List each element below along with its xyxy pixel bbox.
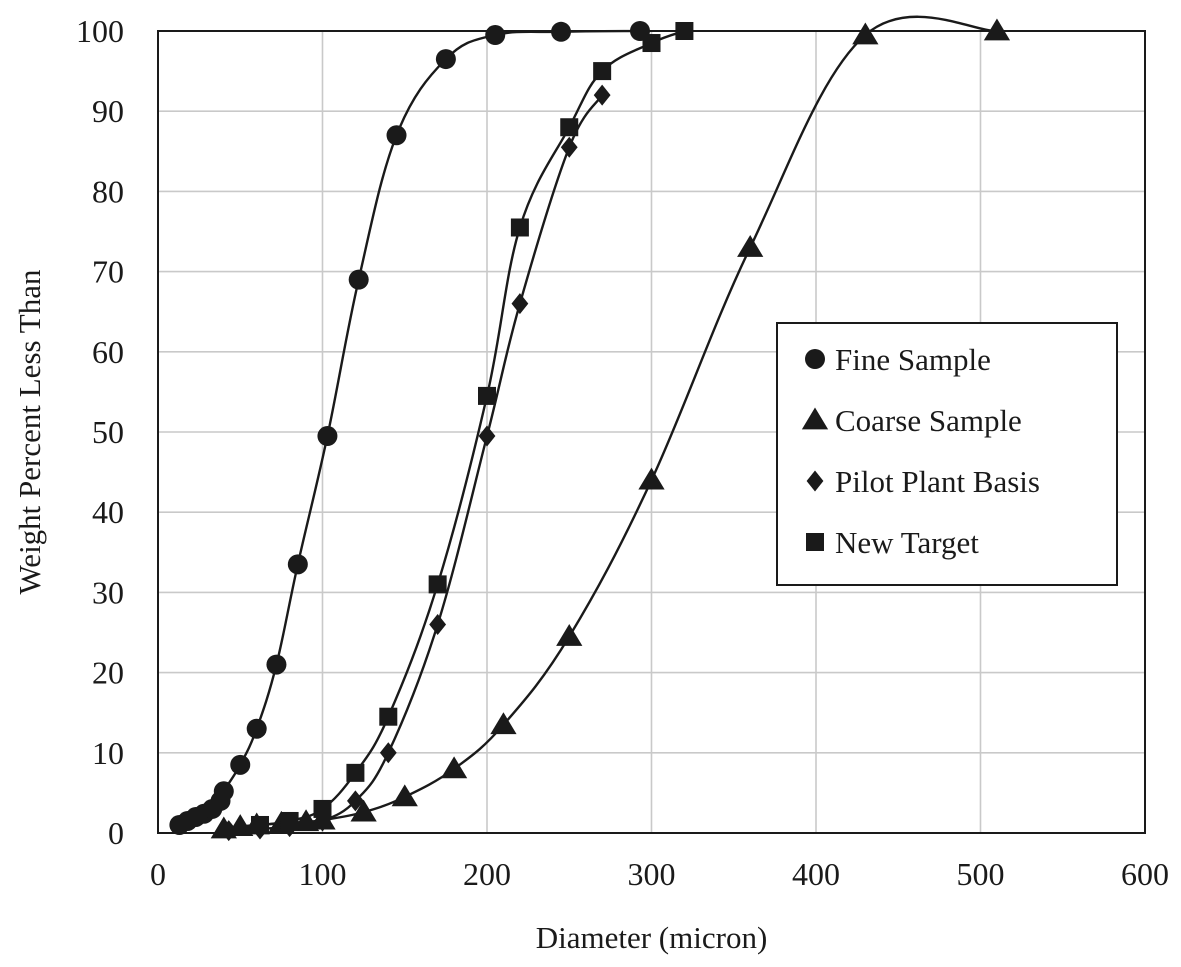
data-point-fine-sample <box>386 125 407 146</box>
data-point-fine-sample <box>213 781 234 802</box>
legend-item-new-target: New Target <box>806 525 979 560</box>
y-tick-label: 60 <box>92 334 124 370</box>
data-point-coarse-sample <box>490 712 517 735</box>
series-fine-sample <box>169 21 650 835</box>
data-point-pilot-plant-basis <box>429 613 447 635</box>
data-point-pilot-plant-basis <box>560 136 578 158</box>
data-point-new-target <box>593 62 612 81</box>
legend-marker-coarse-sample <box>801 407 829 430</box>
data-point-coarse-sample <box>737 235 764 257</box>
data-point-fine-sample <box>246 718 267 739</box>
data-point-new-target <box>642 34 661 53</box>
x-tick-label: 100 <box>299 856 347 892</box>
data-point-fine-sample <box>287 554 308 575</box>
data-point-coarse-sample <box>391 784 418 807</box>
x-tick-label: 600 <box>1121 856 1169 892</box>
data-point-new-target <box>379 707 398 726</box>
legend-item-pilot-plant-basis: Pilot Plant Basis <box>806 464 1040 499</box>
data-point-pilot-plant-basis <box>593 84 611 106</box>
x-tick-label: 500 <box>957 856 1005 892</box>
data-point-new-target <box>250 815 269 834</box>
series-new-target <box>250 22 694 834</box>
tick-labels: 0 100 200 300 400 500 600 0 10 20 30 40 50 60 70 80 90 10… <box>76 13 1169 892</box>
data-point-new-target <box>280 811 299 830</box>
legend: Fine Sample Coarse Sample Pilot Plant Basi… <box>776 322 1118 586</box>
y-tick-label: 90 <box>92 93 124 129</box>
legend-item-fine-sample: Fine Sample <box>805 342 991 377</box>
legend-label-pilot-plant-basis: Pilot Plant Basis <box>835 464 1040 499</box>
legend-label-fine-sample: Fine Sample <box>835 342 991 377</box>
series-line-pilot-plant-basis <box>228 94 604 832</box>
y-axis-title: Weight Percent Less Than <box>12 269 47 594</box>
data-point-pilot-plant-basis <box>511 293 529 315</box>
data-point-new-target <box>478 386 496 405</box>
data-point-coarse-sample <box>852 22 879 45</box>
data-point-new-target <box>313 799 332 818</box>
data-point-fine-sample <box>551 21 572 42</box>
data-point-coarse-sample <box>440 756 468 779</box>
data-point-pilot-plant-basis <box>379 742 397 764</box>
data-point-pilot-plant-basis <box>478 425 496 447</box>
x-tick-label: 0 <box>150 856 166 892</box>
data-point-fine-sample <box>230 754 251 775</box>
data-point-fine-sample <box>348 269 369 290</box>
x-tick-label: 200 <box>463 856 511 892</box>
data-point-new-target <box>675 22 694 40</box>
y-tick-label: 20 <box>92 655 124 691</box>
data-point-coarse-sample <box>350 799 377 822</box>
y-tick-label: 0 <box>108 815 124 851</box>
data-point-pilot-plant-basis <box>314 810 331 832</box>
data-point-new-target <box>346 763 365 782</box>
data-point-coarse-sample <box>983 18 1011 41</box>
legend-item-coarse-sample: Coarse Sample <box>801 403 1022 438</box>
data-point-pilot-plant-basis <box>347 790 364 812</box>
legend-marker-pilot-plant-basis <box>806 470 824 492</box>
y-tick-label: 30 <box>92 574 124 610</box>
y-tick-label: 70 <box>92 254 124 290</box>
series-layer <box>169 15 1011 842</box>
y-tick-label: 50 <box>92 414 124 450</box>
data-point-fine-sample <box>485 25 506 46</box>
data-point-new-target <box>510 218 529 237</box>
x-axis-title: Diameter (micron) <box>536 920 768 955</box>
data-point-fine-sample <box>317 426 338 447</box>
data-point-pilot-plant-basis <box>220 820 238 842</box>
y-tick-label: 80 <box>92 173 124 209</box>
data-point-fine-sample <box>435 49 456 70</box>
data-point-fine-sample <box>266 654 287 675</box>
legend-box <box>776 322 1118 586</box>
plot-area-frame <box>157 30 1146 834</box>
legend-marker-new-target <box>806 533 824 551</box>
series-pilot-plant-basis <box>220 84 611 842</box>
y-tick-label: 40 <box>92 494 124 530</box>
y-tick-label: 10 <box>92 735 124 771</box>
legend-label-new-target: New Target <box>835 525 979 560</box>
x-tick-label: 400 <box>792 856 840 892</box>
data-point-coarse-sample <box>556 624 583 646</box>
data-point-new-target <box>428 575 447 594</box>
legend-marker-fine-sample <box>805 349 825 369</box>
legend-label-coarse-sample: Coarse Sample <box>835 403 1022 438</box>
y-tick-label: 100 <box>76 13 124 49</box>
data-point-coarse-sample <box>638 467 665 490</box>
data-point-new-target <box>560 118 579 137</box>
x-tick-label: 300 <box>628 856 676 892</box>
